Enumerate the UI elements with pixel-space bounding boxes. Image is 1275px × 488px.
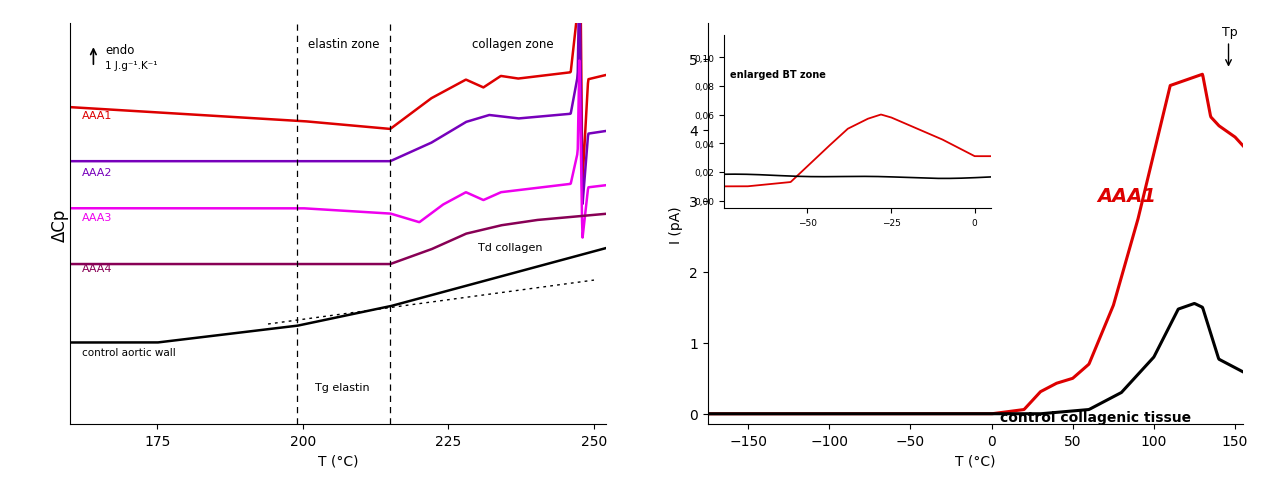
Text: control collagenic tissue: control collagenic tissue <box>1000 410 1191 424</box>
Y-axis label: ΔCp: ΔCp <box>51 208 69 241</box>
Text: Tp: Tp <box>1221 25 1238 39</box>
X-axis label: T (°C): T (°C) <box>317 454 358 468</box>
Text: Td collagen: Td collagen <box>478 243 542 253</box>
X-axis label: T (°C): T (°C) <box>955 454 996 468</box>
Text: control aortic wall: control aortic wall <box>82 347 176 357</box>
Text: Tg elastin: Tg elastin <box>315 382 370 392</box>
Text: AAA1: AAA1 <box>82 110 112 121</box>
Text: collagen zone: collagen zone <box>472 39 553 51</box>
Text: AAA2: AAA2 <box>82 168 112 178</box>
Text: elastin zone: elastin zone <box>309 39 380 51</box>
Text: 1 J.g⁻¹.K⁻¹: 1 J.g⁻¹.K⁻¹ <box>105 61 158 71</box>
Text: AAA1: AAA1 <box>1096 186 1156 205</box>
Text: endo: endo <box>105 44 134 57</box>
Text: AAA3: AAA3 <box>82 213 112 223</box>
Y-axis label: I (pA): I (pA) <box>669 206 683 243</box>
Text: AAA4: AAA4 <box>82 264 112 273</box>
